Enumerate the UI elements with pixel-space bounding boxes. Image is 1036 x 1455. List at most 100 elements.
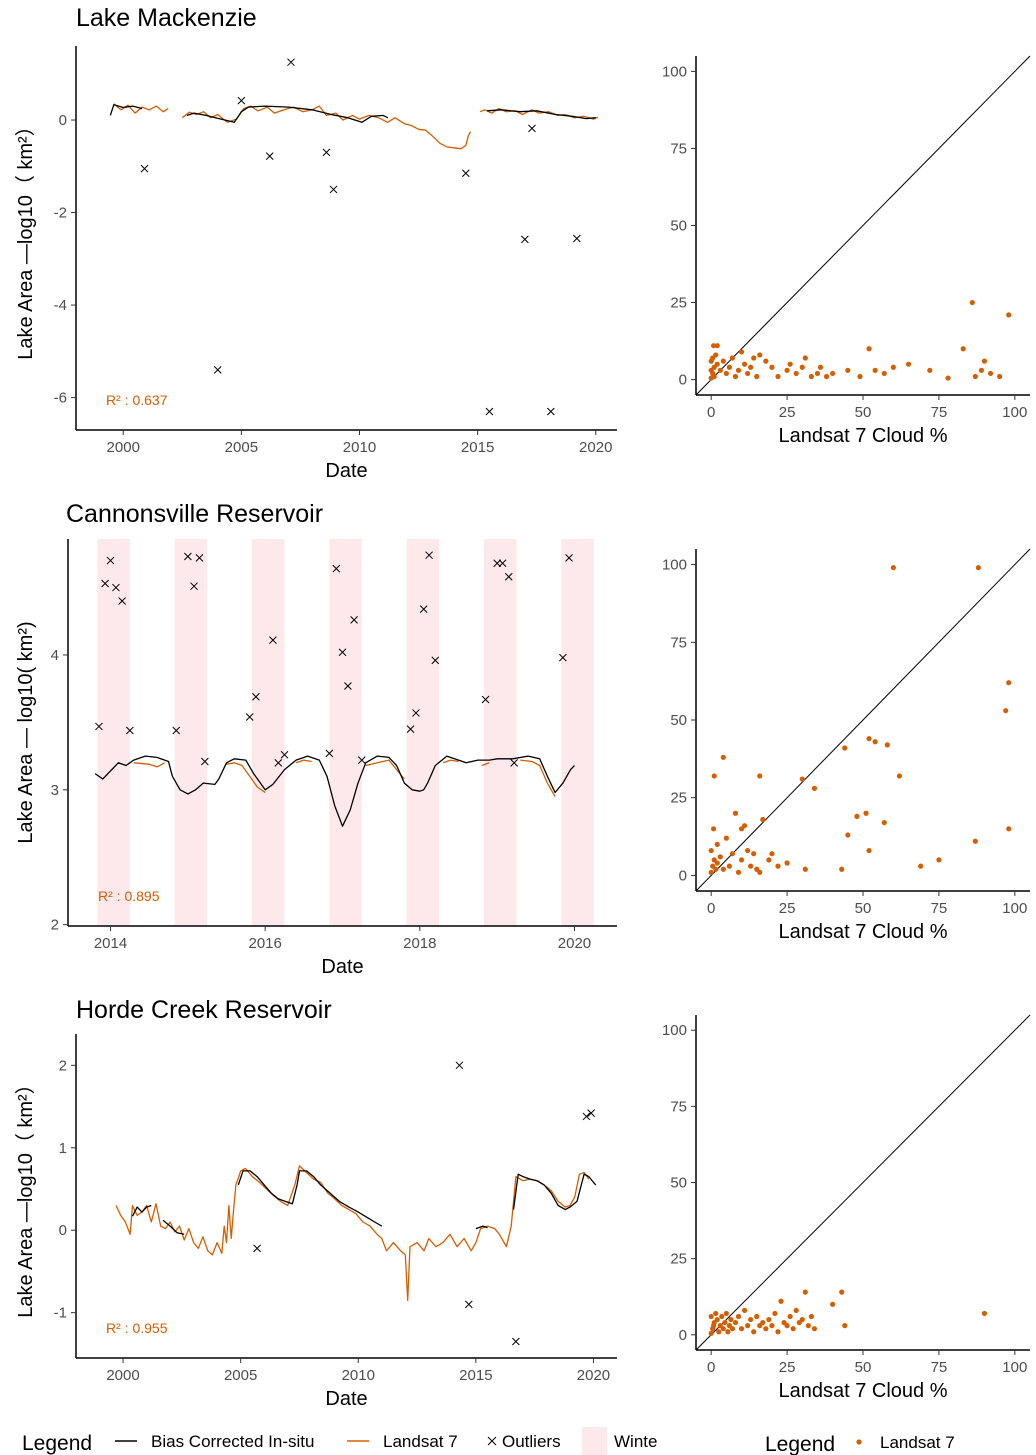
outlier-marker	[485, 407, 494, 416]
y-tick-label: 75	[670, 140, 687, 157]
legend-key-rect	[582, 1427, 607, 1455]
x-tick-label: 0	[707, 404, 715, 421]
scatter-point	[842, 1323, 848, 1329]
x-tick-label: 25	[779, 404, 796, 421]
y-tick-label: -2	[54, 205, 67, 222]
scatter-point	[729, 1326, 736, 1332]
scatter-point	[772, 1310, 778, 1317]
scatter-point	[720, 1326, 726, 1332]
scatter-point	[757, 869, 763, 875]
scatter-point	[745, 847, 751, 854]
y-axis-label: Lake Area —log10（ km²）	[14, 1074, 37, 1317]
outlier-marker	[419, 605, 428, 613]
outlier-marker	[425, 551, 433, 560]
outlier-marker	[269, 636, 277, 644]
scatter-point	[787, 361, 793, 367]
scatter-point	[714, 343, 720, 349]
scatter-point	[720, 754, 726, 760]
y-tick-label: 0	[59, 112, 67, 129]
scatter-point	[738, 857, 745, 863]
scatter-point	[713, 866, 719, 872]
scatter-point	[766, 857, 772, 863]
scatter-point	[805, 1323, 811, 1329]
scatter-point	[708, 1313, 714, 1320]
scatter-point	[866, 847, 872, 854]
outlier-marker	[464, 1300, 473, 1309]
x-tick-label: 2000	[107, 439, 140, 456]
outlier-marker	[280, 750, 289, 759]
scatter-point	[793, 1307, 799, 1314]
y-tick-label: 0	[59, 1222, 67, 1239]
scatter-point	[945, 375, 951, 381]
outlier-marker	[565, 554, 573, 562]
scatter-point	[729, 355, 736, 361]
scatter-point	[981, 358, 988, 364]
scatter-point	[884, 742, 890, 748]
outlier-marker	[126, 726, 134, 735]
x-tick-label: 2015	[461, 439, 494, 456]
legend-label: Bias Corrected In-situ	[151, 1432, 314, 1451]
x-tick-label: 0	[707, 1359, 715, 1376]
x-tick-label: 2015	[459, 1367, 492, 1384]
scatter-point	[732, 1319, 739, 1326]
outlier-marker	[172, 726, 181, 735]
y-tick-label: 2	[51, 917, 59, 934]
scatter-point	[766, 1316, 772, 1323]
outlier-marker	[195, 554, 204, 562]
panel-3: Cannonsville Reservoir 2014 2016 2018 2020 2 3…	[15, 500, 617, 978]
scatter-point	[799, 1316, 805, 1323]
scatter-point	[725, 1329, 731, 1335]
outlier-marker	[140, 164, 149, 173]
x-tick-label: 2000	[106, 1367, 139, 1384]
y-tick-label: 0	[679, 1327, 687, 1344]
scatter-point	[808, 373, 814, 380]
scatter-point	[1003, 708, 1009, 714]
r2-label: R² : 0.895	[98, 888, 160, 904]
scatter-point	[802, 1289, 808, 1295]
outlier-marker	[504, 572, 513, 581]
y-tick-label: 4	[51, 647, 59, 664]
r2-label: R² : 0.637	[106, 392, 168, 408]
y-tick-label: 3	[51, 782, 59, 799]
outlier-marker	[95, 722, 103, 731]
scatter-point	[714, 361, 720, 367]
scatter-point	[890, 364, 896, 370]
legend-left: Legend Bias Corrected In-situ Landsat 7 Out…	[22, 1427, 657, 1455]
scatter-point	[714, 841, 720, 847]
scatter-point	[723, 835, 729, 841]
x-axis-label: Landsat 7 Cloud %	[778, 1380, 947, 1402]
x-tick-label: 50	[855, 404, 872, 421]
scatter-point	[1006, 680, 1012, 686]
scatter-point	[711, 826, 717, 832]
x-tick-label: 25	[779, 900, 796, 917]
insitu-line	[186, 105, 389, 123]
scatter-point	[760, 816, 766, 823]
winter-band	[252, 539, 285, 926]
y-tick-label: 50	[670, 1175, 687, 1192]
x-tick-label: 75	[931, 900, 948, 917]
x-tick-label: 50	[855, 900, 872, 917]
scatter-point	[723, 1310, 729, 1317]
scatter-point	[711, 343, 717, 349]
outlier-marker	[528, 124, 536, 133]
scatter-point	[716, 1329, 722, 1335]
winter-band	[174, 539, 208, 926]
y-axis-label: Lake Area — log10( km²)	[15, 621, 37, 843]
y-axis-label: Lake Area —log10（ km²）	[14, 116, 37, 359]
scatter-point	[769, 851, 775, 857]
scatter-point	[711, 1323, 717, 1329]
y-tick-label: 100	[662, 557, 687, 574]
outlier-marker	[112, 583, 120, 592]
scatter-point	[839, 866, 845, 872]
winter-band	[561, 539, 594, 926]
scatter-point	[711, 773, 717, 779]
winter-band	[97, 539, 130, 926]
scatter-point	[972, 838, 978, 844]
scatter-point	[708, 869, 714, 875]
outlier-marker	[350, 616, 358, 624]
scatter-point	[905, 361, 912, 367]
legend-title: Legend	[765, 1433, 835, 1455]
scatter-point	[845, 832, 851, 838]
scatter-point	[1006, 826, 1012, 832]
scatter-point	[784, 367, 790, 373]
